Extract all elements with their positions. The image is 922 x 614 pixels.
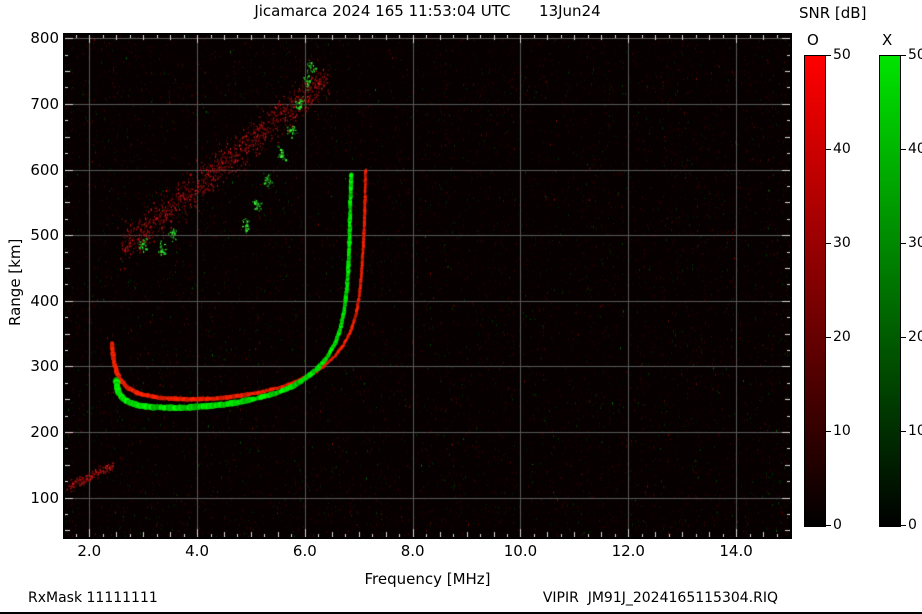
x-tick-label: 8.0: [400, 542, 425, 560]
colorbar-mode-label-X: X: [882, 31, 893, 49]
colorbar-tick-label: 50: [833, 47, 851, 63]
y-tick-label: 200: [30, 423, 59, 441]
x-axis-title: Frequency [MHz]: [364, 570, 491, 588]
colorbar-tick: [901, 149, 906, 150]
colorbar-tick-label: 20: [908, 329, 922, 345]
x-tick-label: 4.0: [185, 542, 209, 560]
y-tick-label: 300: [30, 357, 59, 376]
y-tick-label: 500: [30, 226, 59, 245]
colorbar-tick-label: 40: [833, 141, 851, 157]
y-tick-label: 700: [30, 94, 59, 113]
colorbar-tick-label: 0: [908, 517, 917, 533]
colorbar-tick-label: 10: [833, 423, 851, 439]
colorbar-title: SNR [dB]: [799, 4, 867, 22]
colorbar-tick: [826, 525, 831, 526]
rxmask-text: RxMask 11111111: [28, 590, 158, 606]
filename-text: VIPIR JM91J_2024165115304.RIQ: [542, 590, 778, 606]
colorbar-X: [879, 55, 901, 527]
colorbar-tick: [826, 431, 831, 432]
y-axis-title: Range [km]: [6, 238, 24, 326]
x-tick-label: 12.0: [611, 542, 645, 560]
colorbar-tick-label: 50: [908, 47, 922, 63]
colorbar-tick-label: 30: [908, 235, 922, 251]
y-tick-label: 800: [30, 29, 59, 48]
y-tick-label: 600: [30, 160, 59, 179]
colorbar-tick-label: 0: [833, 517, 842, 533]
x-tick-label: 14.0: [719, 542, 753, 560]
colorbar-tick: [826, 55, 831, 56]
colorbar-tick: [901, 243, 906, 244]
y-tick-label: 400: [30, 291, 59, 310]
colorbar-O: [804, 55, 826, 527]
colorbar-tick: [826, 243, 831, 244]
colorbar-tick-label: 10: [908, 423, 922, 439]
colorbar-tick-label: 20: [833, 329, 851, 345]
colorbar-tick: [901, 525, 906, 526]
x-tick-label: 6.0: [292, 542, 317, 560]
colorbar-tick: [826, 337, 831, 338]
ionogram-plot-canvas: [63, 33, 792, 539]
x-tick-label: 2.0: [77, 542, 102, 560]
colorbar-mode-label-O: O: [807, 31, 819, 49]
colorbar-tick-label: 40: [908, 141, 922, 157]
plot-title: Jicamarca 2024 165 11:53:04 UTC 13Jun24: [254, 2, 601, 20]
colorbar-tick: [901, 431, 906, 432]
bottom-divider: [0, 612, 922, 614]
y-tick-label: 100: [30, 488, 59, 507]
colorbar-tick-label: 30: [833, 235, 851, 251]
colorbar-tick: [826, 149, 831, 150]
colorbar-tick: [901, 337, 906, 338]
colorbar-tick: [901, 55, 906, 56]
x-tick-label: 10.0: [503, 542, 538, 560]
